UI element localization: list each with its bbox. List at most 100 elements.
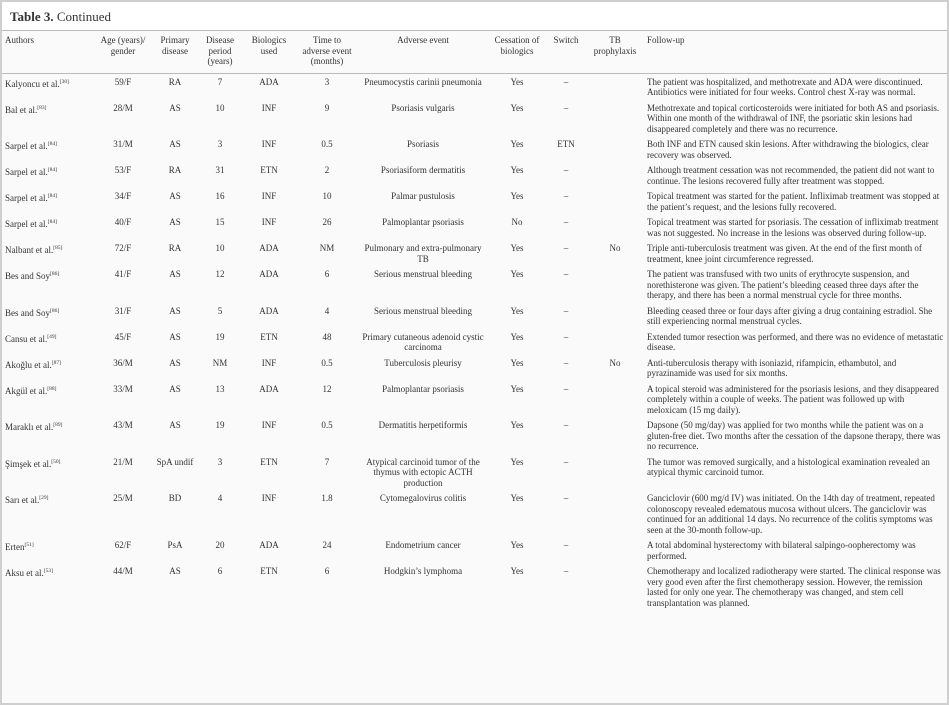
table-row: Bes and Soy[86] 41/F AS 12 ADA 6 Serious menst… — [2, 266, 947, 303]
cell: 3 — [217, 456, 223, 467]
cell: 2 — [324, 165, 330, 175]
cell: PsA — [167, 540, 183, 550]
cell — [586, 303, 644, 329]
cell: A topical steroid was administered for t… — [647, 383, 939, 415]
cell: Yes — [510, 191, 524, 201]
cell: – — [563, 102, 569, 113]
table-label: Table 3. — [10, 9, 54, 24]
cell: 43/M — [113, 420, 133, 430]
author: Akgül et al. — [5, 385, 48, 396]
cell: Yes — [510, 540, 524, 550]
table-row: Şimşek et al.[50] 21/M SpA undif 3 ETN 7 Atypi… — [2, 454, 947, 491]
cell: 0.5 — [321, 139, 333, 149]
cell: 10 — [215, 102, 225, 113]
cell: AS — [169, 331, 181, 342]
cell: Yes — [510, 566, 524, 576]
cell: Yes — [510, 420, 524, 430]
cell: Palmar pustulosis — [391, 191, 455, 201]
cell: 21/M — [113, 456, 133, 467]
author: Şimşek et al. — [5, 458, 52, 469]
cell: No — [511, 217, 523, 227]
table-row: Maraklı et al.[89] 43/M AS 19 INF 0.5 Dermatit… — [2, 417, 947, 454]
cell: 26 — [322, 217, 332, 227]
author: Nalbant et al. — [5, 245, 54, 255]
author: Sarpel et al. — [5, 193, 48, 203]
cell: Psoriasiform dermatitis — [380, 165, 466, 175]
cell: Triple anti-tuberculosis treatment was g… — [647, 243, 922, 264]
author: Akoğlu et al. — [5, 359, 52, 370]
author-cell: Şimşek et al.[50] — [2, 454, 94, 491]
reference: [84] — [47, 141, 57, 147]
cell: Pulmonary and extra-pulmonary TB — [364, 243, 482, 264]
cell: Yes — [510, 165, 524, 175]
author-cell: Akgül et al.[88] — [2, 381, 94, 418]
cell: ADA — [259, 269, 279, 279]
cell: 0.5 — [321, 357, 333, 368]
cell: 6 — [324, 566, 330, 576]
cell: 12 — [322, 383, 332, 394]
cell: INF — [261, 357, 277, 368]
cell: INF — [261, 493, 277, 503]
table-caption: Continued — [56, 9, 112, 24]
cell: INF — [261, 420, 277, 430]
cell: Anti-tuberculosis therapy with isoniazid… — [647, 357, 897, 379]
author-cell: Sarpel et al.[84] — [2, 136, 94, 162]
author: Cansu et al. — [5, 333, 48, 344]
cell: Yes — [510, 102, 524, 113]
cell: AS — [169, 420, 181, 430]
cell: NM — [319, 243, 335, 253]
cell: 7 — [217, 76, 223, 87]
table-row: Bes and Soy[86] 31/F AS 5 ADA 4 Serious menstr… — [2, 303, 947, 329]
author-cell: Bal et al.[83] — [2, 100, 94, 137]
cell: ETN — [260, 566, 278, 576]
cell: – — [563, 357, 569, 368]
cell: Psoriasis — [406, 139, 439, 149]
cell: Although treatment cessation was not rec… — [647, 165, 935, 186]
cell: Yes — [510, 357, 524, 368]
cell: 15 — [215, 217, 225, 227]
cell: Topical treatment was started for the pa… — [647, 191, 940, 212]
cell: Pneumocystis carinii pneumonia — [364, 76, 482, 87]
cell: 62/F — [114, 540, 132, 550]
cell: AS — [169, 357, 181, 368]
cell: 45/F — [114, 331, 132, 342]
cell: AS — [169, 383, 181, 394]
cell: ADA — [259, 76, 279, 87]
cell: AS — [169, 269, 181, 279]
table-row: Cansu et al.[49] 45/F AS 19 ETN 48 Primary cut… — [2, 329, 947, 355]
cell: Cytomegalovirus colitis — [379, 493, 467, 503]
cell: The tumor was removed surgically, and a … — [647, 456, 930, 478]
author: Bes and Soy — [5, 307, 50, 318]
cell: – — [563, 76, 569, 87]
cell: Hodgkin’s lymphoma — [383, 566, 463, 576]
cell: – — [563, 456, 569, 467]
table-row: Bal et al.[83] 28/M AS 10 INF 9 Psoriasis vulg… — [2, 100, 947, 137]
cell: BD — [168, 493, 182, 503]
reference: [49] — [47, 333, 57, 340]
reference: [87] — [51, 359, 61, 366]
cell: Primary cutaneous adenoid cystic carcino… — [362, 331, 484, 353]
cell: INF — [261, 102, 277, 113]
cell: RA — [168, 165, 182, 175]
table-row: Sarpel et al.[84] 40/F AS 15 INF 26 Palmoplant… — [2, 214, 947, 240]
table-row: Sarpel et al.[84] 34/F AS 16 INF 10 Palmar pus… — [2, 188, 947, 214]
cell: Yes — [510, 243, 524, 253]
cell: Dermatitis herpetiformis — [378, 420, 468, 430]
cell: 9 — [324, 102, 330, 113]
reference: [89] — [53, 422, 63, 428]
author-cell: Sarpel et al.[84] — [2, 214, 94, 240]
cell: Chemotherapy and localized radiotherapy … — [647, 566, 941, 608]
author-cell: Sarpel et al.[84] — [2, 188, 94, 214]
cell: Dapsone (50 mg/day) was applied for two … — [647, 420, 941, 451]
cell: 36/M — [113, 357, 133, 368]
cell: Yes — [510, 76, 524, 87]
cell: ADA — [259, 305, 279, 316]
table-row: Kalyoncu et al.[30] 59/F RA 7 ADA 3 Pneumocyst… — [2, 73, 947, 100]
cell: Atypical carcinoid tumor of the thymus w… — [366, 456, 480, 488]
cell: – — [563, 165, 569, 175]
cell — [586, 73, 644, 100]
cell: RA — [168, 76, 182, 87]
author: Sarpel et al. — [5, 167, 48, 177]
cell: SpA undif — [156, 456, 194, 467]
column-header: Authors — [2, 31, 94, 74]
